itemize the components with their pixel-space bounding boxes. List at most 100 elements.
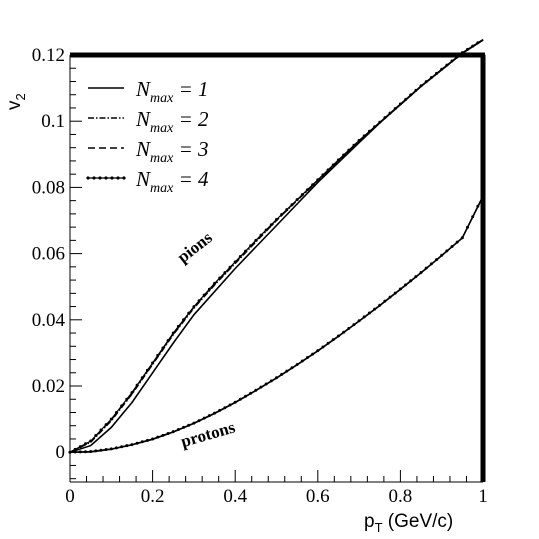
- series-marker: [290, 366, 294, 370]
- series-marker: [311, 352, 315, 356]
- series-marker: [352, 143, 356, 147]
- series-marker: [89, 450, 93, 454]
- series-marker: [285, 208, 289, 212]
- series-marker: [187, 311, 191, 315]
- series-marker: [259, 385, 263, 389]
- series-marker: [388, 111, 392, 115]
- series-marker: [218, 408, 222, 412]
- series-marker: [125, 444, 129, 448]
- series-marker: [378, 303, 382, 307]
- series-marker: [197, 419, 201, 423]
- series-marker: [424, 266, 428, 270]
- series-marker: [342, 330, 346, 334]
- legend-marker: [122, 176, 126, 180]
- series-marker: [290, 203, 294, 207]
- y-tick-label: 0.04: [32, 310, 66, 331]
- series-marker: [336, 158, 340, 162]
- series-marker: [404, 97, 408, 101]
- series-marker: [414, 275, 418, 279]
- series-marker: [104, 423, 108, 427]
- series-marker: [316, 349, 320, 353]
- series-marker: [269, 223, 273, 227]
- series-marker: [445, 63, 449, 67]
- series-marker: [404, 283, 408, 287]
- series-marker: [393, 291, 397, 295]
- series-marker: [259, 233, 263, 237]
- series-marker: [197, 299, 201, 303]
- series-marker: [367, 311, 371, 315]
- series-marker: [89, 439, 93, 443]
- series-marker: [316, 178, 320, 182]
- series-marker: [471, 44, 475, 48]
- series-marker: [331, 163, 335, 167]
- x-axis-title: pT (GeV/c): [364, 511, 453, 535]
- y-tick-label: 0.06: [32, 244, 65, 265]
- series-marker: [176, 428, 180, 432]
- series-marker: [269, 379, 273, 383]
- series-marker: [264, 382, 268, 386]
- series-marker: [435, 71, 439, 75]
- y-tick-label: 0.12: [32, 45, 65, 66]
- series-line-pions-dashed: [69, 39, 484, 453]
- series-marker: [166, 432, 170, 436]
- series-marker: [476, 204, 480, 208]
- series-marker: [140, 376, 144, 380]
- series-marker: [300, 193, 304, 197]
- series-marker: [440, 253, 444, 257]
- series-marker: [455, 55, 459, 59]
- series-marker: [373, 307, 377, 311]
- series-marker: [280, 213, 284, 217]
- series-marker: [125, 397, 129, 401]
- series-line-pions-solid: [69, 39, 484, 453]
- series-marker: [305, 188, 309, 192]
- series-marker: [151, 437, 155, 441]
- series-marker: [202, 293, 206, 297]
- series-marker: [388, 295, 392, 299]
- series-layer: [68, 38, 484, 454]
- series-marker: [73, 447, 77, 451]
- series-marker: [275, 376, 278, 380]
- x-tick-label: 0.2: [141, 486, 165, 507]
- series-marker: [176, 324, 180, 328]
- series-marker: [429, 76, 433, 80]
- y-axis: 0 0.02 0.04 0.06 0.08 0.1 0.12: [32, 45, 82, 480]
- series-marker: [295, 198, 299, 202]
- series-marker: [419, 84, 423, 88]
- series-marker: [393, 107, 397, 111]
- series-marker: [249, 244, 253, 248]
- series-marker: [135, 441, 139, 445]
- series-marker: [140, 440, 144, 444]
- series-marker: [233, 400, 237, 404]
- series-marker: [161, 346, 165, 350]
- series-marker: [414, 88, 418, 92]
- series-marker: [429, 262, 433, 266]
- series-marker: [362, 315, 366, 319]
- series-marker: [99, 448, 103, 452]
- series-marker: [99, 428, 103, 432]
- x-tick-label: 0.6: [306, 486, 330, 507]
- series-marker: [435, 258, 439, 262]
- series-marker: [78, 445, 82, 449]
- series-marker: [109, 417, 113, 421]
- series-marker: [171, 331, 175, 335]
- series-marker: [347, 326, 351, 330]
- series-marker: [233, 260, 237, 264]
- series-marker: [109, 447, 113, 451]
- legend-marker: [98, 176, 102, 180]
- annotation-pions: pions: [174, 228, 217, 267]
- series-marker: [249, 391, 253, 395]
- series-marker: [156, 353, 160, 357]
- series-marker: [182, 318, 186, 322]
- series-marker: [254, 238, 258, 242]
- series-marker: [305, 356, 309, 360]
- series-marker: [466, 225, 470, 229]
- x-tick-label: 0.8: [389, 486, 413, 507]
- y-tick-label: 0: [56, 442, 66, 463]
- series-marker: [192, 421, 196, 425]
- series-marker: [342, 153, 346, 157]
- legend-label: Nmax = 3: [135, 137, 209, 166]
- y-tick-label: 0.08: [32, 177, 65, 198]
- series-marker: [476, 41, 480, 45]
- series-marker: [223, 406, 227, 410]
